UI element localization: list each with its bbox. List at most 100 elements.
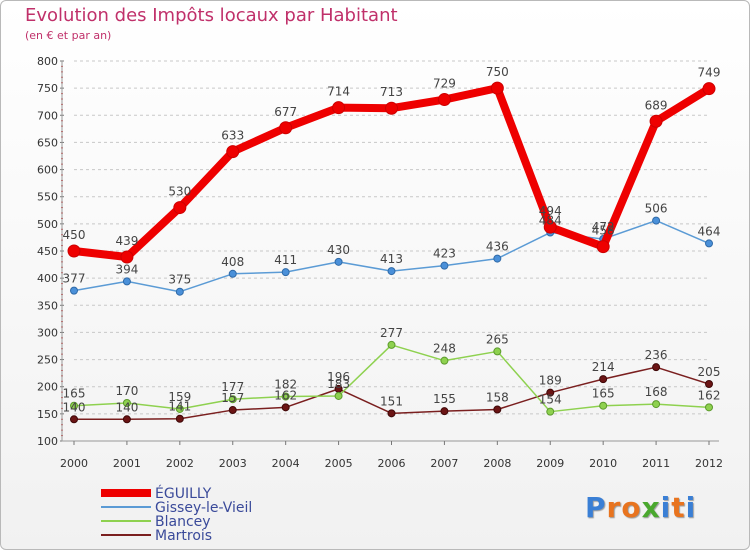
data-label: 140 xyxy=(63,400,86,414)
data-label: 162 xyxy=(698,388,721,402)
data-point xyxy=(70,286,78,295)
data-point xyxy=(226,145,240,159)
x-tick-label: 2003 xyxy=(219,457,247,470)
y-tick-label: 600 xyxy=(37,164,58,177)
data-label: 140 xyxy=(115,400,138,414)
data-label: 633 xyxy=(221,129,244,143)
data-label: 494 xyxy=(539,204,562,218)
data-label: 236 xyxy=(645,348,668,362)
data-label: 530 xyxy=(168,185,191,199)
y-tick-label: 500 xyxy=(37,218,58,231)
logo-letter: x xyxy=(641,491,661,524)
y-tick-label: 450 xyxy=(37,245,58,258)
data-label: 277 xyxy=(380,326,403,340)
data-label: 170 xyxy=(115,384,138,398)
data-point xyxy=(332,101,346,115)
data-label: 729 xyxy=(433,77,456,91)
data-point xyxy=(387,409,396,418)
data-label: 413 xyxy=(380,252,403,266)
logo-letter: i xyxy=(685,491,697,524)
data-label: 205 xyxy=(698,365,721,379)
data-label: 154 xyxy=(539,393,562,407)
data-label: 484 xyxy=(539,214,562,228)
data-label: 394 xyxy=(115,262,138,276)
x-tick-label: 2010 xyxy=(589,457,617,470)
x-tick-label: 2005 xyxy=(325,457,353,470)
logo-letter: o xyxy=(621,491,642,524)
data-point xyxy=(334,391,343,400)
data-point xyxy=(122,399,131,407)
data-point xyxy=(493,254,502,263)
data-point xyxy=(649,114,663,128)
data-label: 423 xyxy=(433,247,456,261)
data-point xyxy=(122,415,131,424)
legend-label: Martrois xyxy=(155,528,212,544)
data-label: 375 xyxy=(168,273,191,287)
legend-label: ÉGUILLY xyxy=(155,485,212,502)
data-label: 141 xyxy=(168,400,191,414)
data-point xyxy=(440,261,449,270)
data-label: 689 xyxy=(645,98,668,112)
data-label: 165 xyxy=(63,387,86,401)
data-label: 749 xyxy=(698,66,721,80)
data-label: 714 xyxy=(327,85,350,99)
y-tick-label: 700 xyxy=(37,109,58,122)
data-point xyxy=(493,405,502,414)
data-label: 165 xyxy=(592,387,615,401)
data-label: 265 xyxy=(486,332,509,346)
logo-letter: r xyxy=(606,491,622,524)
data-point xyxy=(440,407,449,416)
x-tick-label: 2004 xyxy=(272,457,300,470)
labels-2: 165 170 159 177 182 183 277 248 265 154 165 168 162 xyxy=(63,326,721,407)
data-label: 506 xyxy=(645,202,668,216)
labels-3: 140 140 141 157 162 196 151 155 158 189 214 236 205 xyxy=(63,348,721,414)
data-point xyxy=(70,401,78,410)
data-point xyxy=(546,388,555,397)
y-tick-label: 350 xyxy=(37,299,58,312)
series-3 xyxy=(70,363,713,424)
legend-label: Gissey-le-Vieil xyxy=(155,500,252,516)
data-label: 408 xyxy=(221,255,244,269)
data-point xyxy=(599,401,608,410)
y-tick-label: 800 xyxy=(37,55,58,68)
data-point xyxy=(705,403,713,412)
x-tick-label: 2007 xyxy=(430,457,458,470)
y-tick-label: 150 xyxy=(37,408,58,421)
y-tick-label: 750 xyxy=(37,82,58,95)
data-label: 458 xyxy=(592,224,615,238)
data-label: 151 xyxy=(380,394,403,408)
data-label: 377 xyxy=(63,272,86,286)
labels-0: 450 439 530 633 677 714 713 729 750 494 458 689 749 xyxy=(63,65,721,248)
logo-letter: t xyxy=(671,491,686,524)
data-point xyxy=(281,392,290,401)
series-0 xyxy=(67,81,716,264)
y-tick-label: 250 xyxy=(37,354,58,367)
chart-title: Evolution des Impôts locaux par Habitant xyxy=(25,5,398,26)
data-point xyxy=(543,220,557,234)
data-point xyxy=(385,101,398,115)
data-point xyxy=(175,414,184,423)
data-label: 411 xyxy=(274,253,297,267)
proxiti-logo: Proxiti xyxy=(585,491,696,524)
data-label: 248 xyxy=(433,342,456,356)
data-point xyxy=(175,287,184,296)
data-point xyxy=(652,400,661,409)
y-tick-label: 300 xyxy=(37,326,58,339)
data-label: 159 xyxy=(168,390,191,404)
data-label: 189 xyxy=(539,374,562,388)
data-label: 183 xyxy=(327,377,350,391)
y-tick-label: 100 xyxy=(37,435,58,448)
data-label: 677 xyxy=(274,105,297,119)
y-tick-label: 650 xyxy=(37,136,58,149)
x-tick-label: 2009 xyxy=(536,457,564,470)
data-point xyxy=(437,93,451,107)
data-point xyxy=(334,257,343,266)
x-tick-label: 2000 xyxy=(60,457,88,470)
data-point xyxy=(702,82,716,96)
data-label: 436 xyxy=(486,240,509,254)
data-point xyxy=(493,347,502,356)
data-point xyxy=(173,201,187,215)
data-point xyxy=(120,250,134,264)
data-point xyxy=(652,363,661,372)
data-label: 168 xyxy=(645,385,668,399)
